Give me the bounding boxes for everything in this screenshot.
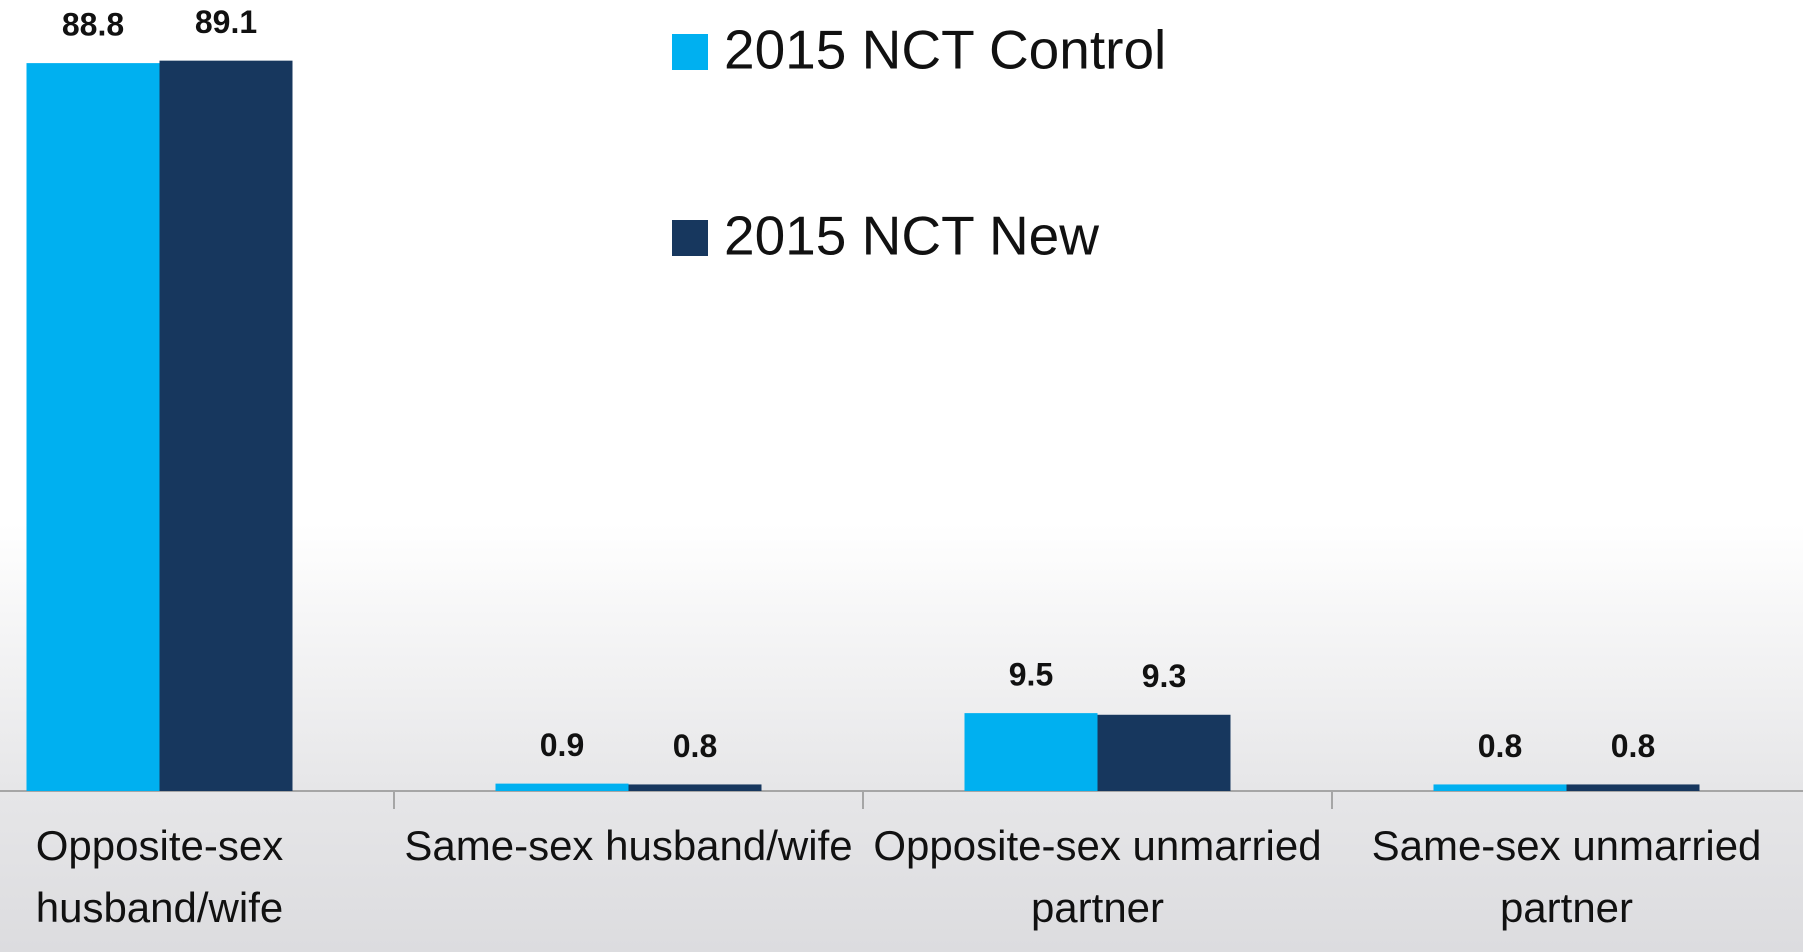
bar <box>1097 714 1231 791</box>
data-label: 0.8 <box>1478 728 1522 764</box>
legend-label: 2015 NCT Control <box>724 19 1166 81</box>
x-tick-label: Same-sex unmarried partner <box>1371 822 1762 931</box>
data-label: 89.1 <box>195 4 257 40</box>
x-tick-label: Same-sex husband/wife <box>404 822 853 869</box>
bar <box>495 783 629 791</box>
bar <box>628 784 762 791</box>
legend-swatch <box>672 220 708 256</box>
bar <box>1433 784 1567 791</box>
legend-label: 2015 NCT New <box>724 205 1099 267</box>
legend-swatch <box>672 34 708 70</box>
bar <box>1566 784 1700 791</box>
bar <box>26 63 160 791</box>
x-tick-label: Opposite-sex husband/wife <box>35 822 284 931</box>
bar <box>159 60 293 792</box>
data-label: 9.3 <box>1142 658 1186 694</box>
data-label: 0.8 <box>673 728 717 764</box>
data-label: 9.5 <box>1009 657 1053 693</box>
data-label: 0.9 <box>540 727 584 763</box>
data-label: 88.8 <box>62 7 124 43</box>
x-tick-label: Opposite-sex unmarried partner <box>873 822 1322 931</box>
bar <box>964 713 1098 791</box>
data-label: 0.8 <box>1611 728 1655 764</box>
